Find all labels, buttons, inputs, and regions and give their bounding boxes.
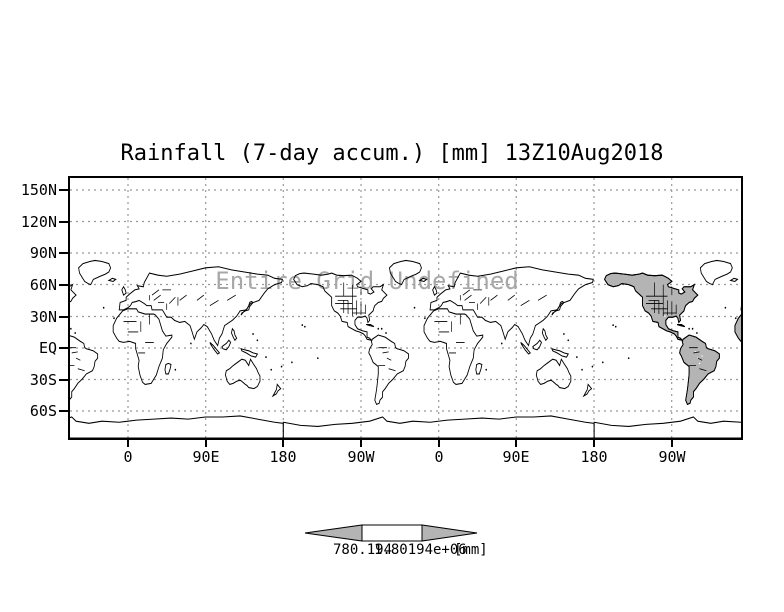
x-axis-label: 0 [123,448,133,466]
x-axis-label: 90E [502,448,530,466]
x-axis-tick [515,438,517,447]
colorbar-left-value: 780.194 [333,542,393,558]
x-axis-label: 90W [658,448,686,466]
y-axis-tick [59,379,70,381]
y-axis-label: 90N [29,244,57,262]
grid-lines [70,178,741,438]
shaded-region-americas [603,272,741,405]
x-axis-tick [205,438,207,447]
y-axis-tick [59,410,70,412]
x-axis-label: 180 [269,448,297,466]
colorbar [304,524,478,542]
y-axis-label: EQ [38,339,57,357]
world-map: Entire Grid Undefined [70,178,741,438]
x-axis-tick [593,438,595,447]
colorbar-middle-segment [361,524,423,542]
y-axis-label: 30S [29,371,57,389]
x-axis-tick [127,438,129,447]
x-axis-label: 90E [192,448,220,466]
y-axis-label: 120N [20,213,57,231]
plot-frame [68,176,743,440]
colorbar-right-arrow-icon [421,524,478,542]
x-axis-label: 0 [434,448,444,466]
y-axis-tick [59,284,70,286]
y-axis-tick [59,221,70,223]
y-axis-tick [59,252,70,254]
y-axis-tick [59,347,70,349]
y-axis-tick [59,189,70,191]
y-axis-label: 30N [29,308,57,326]
x-axis-label: 180 [580,448,608,466]
x-axis-tick [438,438,440,447]
x-axis-tick [360,438,362,447]
x-axis-label: 90W [347,448,375,466]
plot-title: Rainfall (7-day accum.) [mm] 13Z10Aug201… [120,141,664,166]
y-axis-label: 60N [29,276,57,294]
y-axis-label: 150N [20,181,57,199]
colorbar-right-value: 1.80194e+06 [374,542,467,558]
colorbar-left-arrow-icon [304,524,363,542]
x-axis-tick [282,438,284,447]
colorbar-unit: [mm] [454,542,488,558]
y-axis-label: 60S [29,402,57,420]
x-axis-tick [671,438,673,447]
y-axis-tick [59,316,70,318]
undefined-grid-watermark: Entire Grid Undefined [215,267,518,295]
